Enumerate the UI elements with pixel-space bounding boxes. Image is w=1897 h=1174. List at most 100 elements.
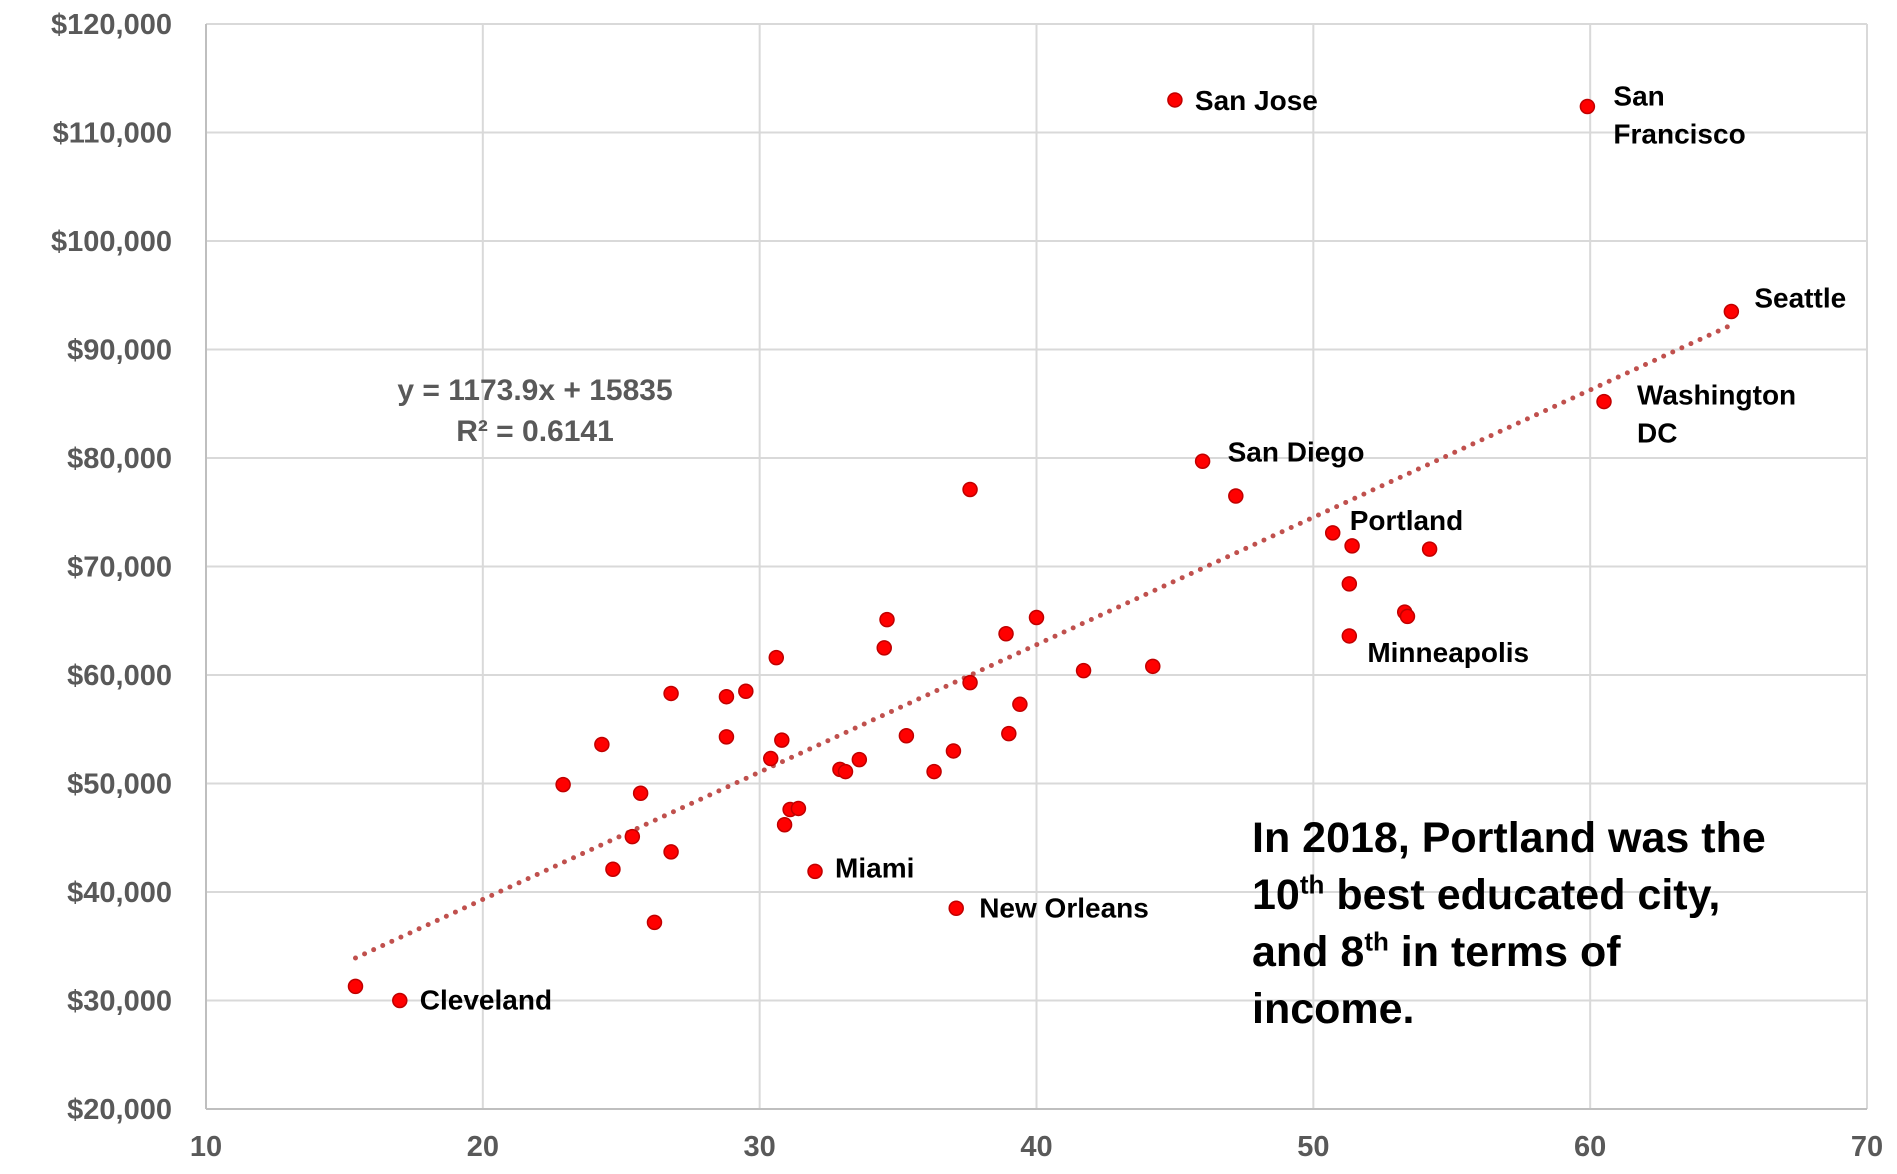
data-point [392,992,408,1009]
x-tick-label: 50 [1297,1131,1329,1163]
r-squared-text: R² = 0.6141 [456,415,614,448]
axes [205,24,1867,1110]
data-point [1421,541,1438,557]
data-point [790,800,807,817]
data-point [718,729,735,745]
note-line-2-rest: best educated city, [1324,871,1721,919]
point-label: New Orleans [979,892,1149,923]
data-point [718,688,735,705]
note-rank-number: 10 [1252,871,1300,919]
data-point [898,728,915,744]
data-point [1167,92,1183,108]
data-point [1344,538,1360,554]
note-line-2: 10th best educated city, [1252,867,1852,924]
point-label: Portland [1350,505,1464,536]
data-point [1145,658,1161,675]
gridlines [206,23,1868,1109]
data-point [1075,662,1092,679]
data-point [1341,628,1358,644]
data-point [594,736,610,753]
y-tick-label: $60,000 [67,660,172,692]
data-point [762,750,779,767]
data-point [879,611,895,628]
note-income-suffix: th [1364,926,1389,957]
data-point [768,649,785,666]
point-label-line: Washington [1637,380,1796,411]
y-tick-label: $30,000 [67,986,172,1018]
y-tick-label: $120,000 [51,9,172,41]
point-labels: San Jose San Francisco Seattle Washington DC S… [420,80,1846,1015]
trendline-equation: y = 1173.9x + 15835 R² = 0.6141 [397,374,672,448]
data-point [962,674,978,691]
x-tick-label: 60 [1574,1131,1606,1163]
y-tick-label: $70,000 [67,552,172,584]
data-point [1399,608,1416,625]
equation-text: y = 1173.9x + 15835 [397,374,672,407]
note-rank-suffix: th [1299,869,1325,900]
note-line-3-rest: in terms of [1388,928,1621,976]
y-tick-label: $20,000 [67,1094,172,1126]
y-tick-label: $100,000 [51,226,172,258]
note-line-4: income. [1252,985,1415,1033]
data-points [347,92,1740,1009]
point-label: San Francisco [1613,80,1745,149]
data-point [555,776,571,793]
point-label-line: Francisco [1613,118,1745,149]
data-point [624,828,641,845]
data-point [998,626,1014,642]
data-point [1001,725,1017,742]
data-point [1012,696,1028,713]
data-point [1596,393,1612,410]
data-point [807,863,823,880]
y-tick-label: $80,000 [67,443,172,475]
x-tick-label: 40 [1020,1131,1052,1163]
trendline-layer [352,322,1734,961]
y-tick-label: $90,000 [67,335,172,367]
data-point [646,914,663,931]
data-point [774,732,790,748]
point-label: San Diego [1228,436,1365,467]
annotation-note: In 2018, Portland was the 10th best educ… [1252,810,1852,1038]
point-label: Cleveland [420,985,552,1016]
data-point [347,978,364,995]
data-point [632,785,649,802]
point-label: Miami [835,852,914,883]
data-point [962,481,978,498]
point-label-line: San [1613,80,1664,111]
y-tick-label: $40,000 [67,877,172,909]
point-label: Seattle [1754,283,1846,314]
x-tick-label: 20 [467,1131,499,1163]
data-point [1028,609,1045,626]
data-point [876,640,892,656]
data-point [1324,525,1341,541]
data-point [945,743,962,759]
tick-labels: $20,000 $30,000 $40,000 $50,000 $60,000 $70,0… [51,9,1883,1163]
data-point [738,683,754,700]
data-point [663,844,679,860]
data-point [948,900,964,917]
note-line-1: In 2018, Portland was the [1252,814,1766,862]
x-tick-label: 10 [190,1131,222,1163]
data-point [1579,98,1596,115]
note-line-3: and 8th in terms of [1252,924,1852,981]
data-point [837,763,854,780]
x-tick-label: 30 [744,1131,776,1163]
point-label: Minneapolis [1367,637,1529,668]
data-point [663,685,679,702]
note-income-rank: and 8 [1252,928,1365,976]
data-point [926,763,942,780]
trendline [352,322,1734,961]
data-point [1228,488,1244,504]
y-tick-label: $50,000 [67,769,172,801]
data-point [1723,303,1740,320]
point-label: Washington DC [1637,380,1796,449]
data-point [1341,576,1358,592]
point-label: San Jose [1195,85,1318,116]
y-tick-label: $110,000 [53,118,172,150]
x-tick-label: 70 [1851,1131,1883,1163]
data-point [1194,453,1211,470]
data-point [851,751,868,768]
data-point [776,816,793,833]
